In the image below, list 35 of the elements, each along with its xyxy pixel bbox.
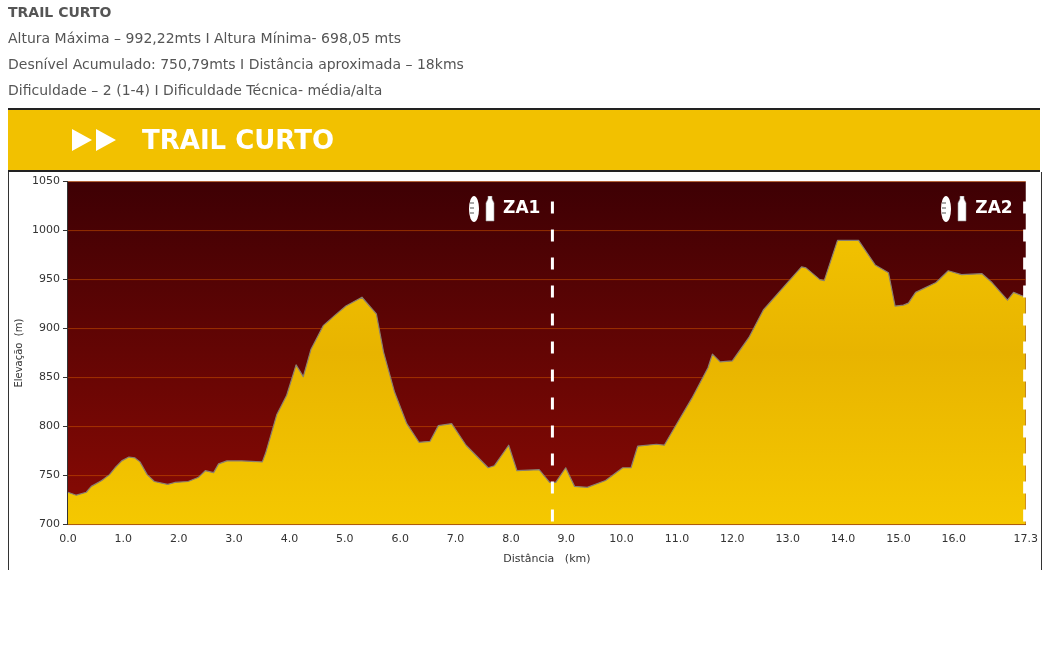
x-tick-label: 0.0 bbox=[59, 532, 77, 546]
x-tick-label: 15.0 bbox=[886, 532, 911, 546]
x-tick-label: 2.0 bbox=[169, 532, 188, 546]
ref-line-label: ZA1 bbox=[503, 197, 541, 218]
x-tick-label: 5.0 bbox=[336, 532, 354, 546]
text: Dificuldade – 2 (1-4) I Dificuldade Técnica- média/alta bbox=[8, 82, 384, 98]
x-tick-label: 11.0 bbox=[664, 532, 690, 546]
y-tick-label: 750 bbox=[38, 468, 60, 482]
x-tick-label: 8.0 bbox=[502, 532, 520, 546]
x-tick-label: 17.3 bbox=[1013, 532, 1038, 546]
y-tick-label: 900 bbox=[38, 321, 60, 335]
x-axis-title: Distância (km) bbox=[503, 552, 591, 566]
chart-subtitle: TRAIL CURTO bbox=[142, 125, 335, 155]
y-tick-label: 700 bbox=[38, 517, 60, 531]
text: Altura Máxima – 992,22mts I Altura Mínima- 698,05 mts bbox=[8, 30, 402, 46]
y-tick-label: 1050 bbox=[31, 174, 60, 188]
ref-line-label: ZA2 bbox=[975, 197, 1013, 218]
x-tick-label: 13.0 bbox=[775, 532, 800, 546]
text: Desnível Acumulado: 750,79mts I Distância aproximada – 18kms bbox=[8, 56, 465, 72]
x-tick-label: 7.0 bbox=[446, 532, 465, 546]
y-tick-label: 1000 bbox=[31, 223, 60, 237]
y-axis-title: Elevação (m) bbox=[12, 318, 24, 388]
x-tick-label: 14.0 bbox=[830, 532, 856, 546]
x-tick-label: 16.0 bbox=[941, 532, 967, 546]
x-tick-label: 1.0 bbox=[114, 532, 133, 546]
chart-title: TRAIL CURTO bbox=[8, 4, 113, 20]
x-tick-label: 3.0 bbox=[225, 532, 243, 546]
y-tick-label: 800 bbox=[38, 419, 60, 433]
x-tick-label: 6.0 bbox=[391, 532, 409, 546]
x-tick-label: 9.0 bbox=[557, 532, 575, 546]
x-tick-label: 4.0 bbox=[280, 532, 299, 546]
x-tick-label: 12.0 bbox=[720, 532, 745, 546]
y-tick-label: 850 bbox=[38, 370, 60, 384]
y-tick-label: 950 bbox=[38, 272, 60, 286]
x-tick-label: 10.0 bbox=[609, 532, 634, 546]
